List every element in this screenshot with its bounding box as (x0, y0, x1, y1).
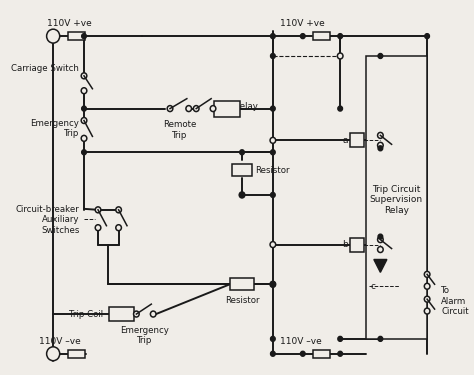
Circle shape (424, 272, 430, 278)
Circle shape (271, 336, 275, 341)
Circle shape (301, 34, 305, 39)
Circle shape (378, 336, 383, 341)
Text: −: − (47, 347, 59, 361)
Circle shape (271, 192, 275, 197)
Bar (349, 238, 365, 252)
Circle shape (271, 282, 275, 287)
Circle shape (338, 106, 343, 111)
Circle shape (116, 225, 121, 231)
Circle shape (134, 311, 139, 317)
Circle shape (271, 150, 275, 155)
Bar (232, 164, 252, 176)
Bar (313, 32, 330, 40)
Text: c: c (371, 282, 376, 291)
Text: +: + (48, 31, 58, 41)
Circle shape (378, 246, 383, 252)
Circle shape (210, 106, 216, 112)
Bar (214, 100, 240, 117)
Text: Carriage Switch: Carriage Switch (11, 64, 79, 74)
Circle shape (82, 106, 86, 111)
Bar (68, 32, 85, 40)
Text: 110V +ve: 110V +ve (46, 19, 91, 28)
Circle shape (270, 242, 276, 248)
Circle shape (271, 106, 275, 111)
Circle shape (239, 192, 245, 198)
Circle shape (271, 282, 275, 287)
Circle shape (271, 351, 275, 356)
Circle shape (337, 53, 343, 59)
Text: Circuit-breaker
Auxiliary
Switches: Circuit-breaker Auxiliary Switches (16, 205, 79, 235)
Circle shape (378, 237, 383, 243)
Circle shape (378, 132, 383, 138)
Circle shape (424, 296, 430, 302)
Circle shape (338, 351, 343, 356)
Circle shape (46, 29, 60, 43)
Circle shape (95, 225, 101, 231)
Circle shape (81, 135, 87, 141)
Text: Emergency
Trip: Emergency Trip (30, 119, 79, 138)
Circle shape (271, 34, 275, 39)
Text: a: a (342, 136, 347, 145)
Circle shape (378, 234, 383, 239)
Bar (230, 278, 254, 290)
Circle shape (378, 146, 383, 151)
Circle shape (81, 73, 87, 79)
Bar (366, 56, 427, 339)
Circle shape (82, 34, 86, 39)
Circle shape (270, 281, 276, 287)
Text: Resistor: Resistor (225, 296, 259, 305)
Circle shape (167, 106, 173, 112)
Circle shape (270, 137, 276, 143)
Circle shape (378, 142, 383, 148)
Circle shape (81, 117, 87, 123)
Circle shape (95, 207, 101, 213)
Circle shape (271, 54, 275, 58)
Text: b: b (342, 240, 347, 249)
Bar (68, 350, 85, 358)
Circle shape (116, 207, 121, 213)
Circle shape (82, 150, 86, 155)
Text: Emergency
Trip: Emergency Trip (120, 326, 169, 345)
Text: Remote
Trip: Remote Trip (163, 120, 196, 140)
Circle shape (240, 150, 245, 155)
Circle shape (425, 34, 429, 39)
Bar (313, 350, 330, 358)
Text: 110V –ve: 110V –ve (39, 338, 81, 346)
Bar (349, 134, 365, 147)
Circle shape (240, 192, 245, 197)
Circle shape (338, 336, 343, 341)
Circle shape (338, 34, 343, 39)
Bar (109, 307, 134, 321)
Circle shape (193, 106, 199, 112)
Circle shape (186, 106, 191, 112)
Text: Trip Coil: Trip Coil (69, 309, 103, 318)
Text: 110V +ve: 110V +ve (280, 19, 325, 28)
Circle shape (378, 54, 383, 58)
Circle shape (301, 351, 305, 356)
Circle shape (424, 283, 430, 289)
Text: 110V –ve: 110V –ve (280, 338, 322, 346)
Circle shape (150, 311, 156, 317)
Polygon shape (374, 260, 387, 272)
Text: Resistor: Resistor (255, 166, 290, 175)
Circle shape (46, 347, 60, 361)
Text: To
Alarm
Circuit: To Alarm Circuit (441, 286, 469, 316)
Circle shape (424, 308, 430, 314)
Text: Trip Relay: Trip Relay (216, 102, 258, 111)
Circle shape (81, 88, 87, 94)
Text: Trip Circuit
Supervision
Relay: Trip Circuit Supervision Relay (370, 185, 423, 215)
